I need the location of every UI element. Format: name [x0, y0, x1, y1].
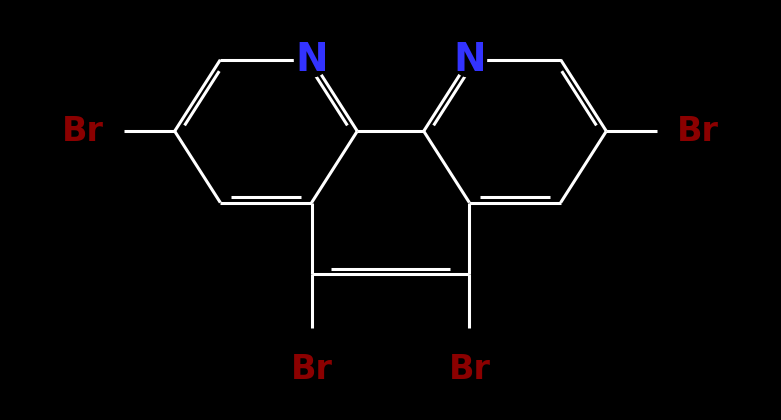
- Text: N: N: [453, 41, 486, 79]
- Text: Br: Br: [677, 115, 719, 148]
- Text: Br: Br: [62, 115, 104, 148]
- Text: N: N: [295, 41, 328, 79]
- Text: Br: Br: [291, 353, 333, 386]
- Circle shape: [452, 42, 487, 77]
- Text: Br: Br: [448, 353, 490, 386]
- Circle shape: [294, 42, 329, 77]
